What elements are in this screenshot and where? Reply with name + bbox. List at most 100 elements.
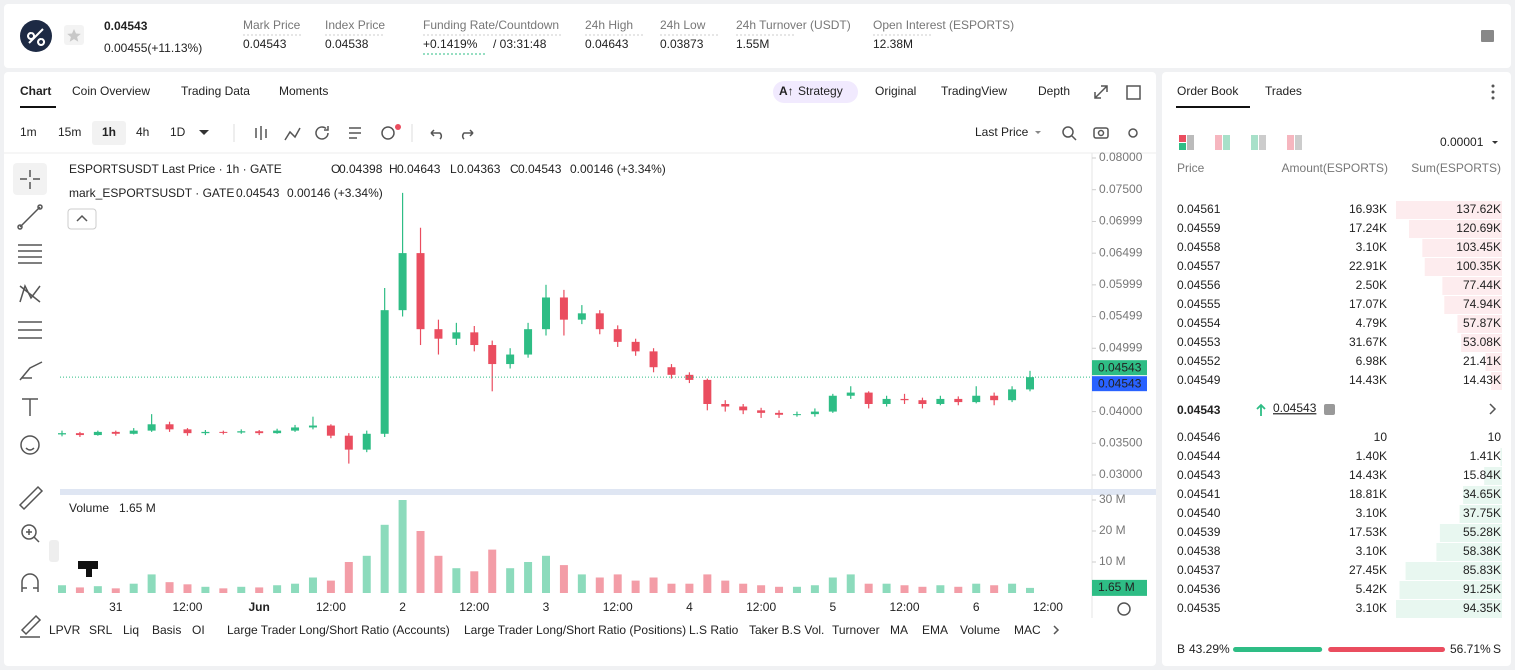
indicator[interactable]: MACD — [1014, 623, 1050, 637]
interval-dropdown[interactable] — [199, 130, 209, 135]
candle-body — [828, 395, 837, 412]
x-tick-label: 12:00 — [746, 600, 776, 614]
price-source-dropdown[interactable] — [1035, 131, 1041, 134]
ratio-buy-tag: B — [1177, 642, 1185, 656]
legend-ohlc: 0.04398 — [339, 162, 383, 176]
x-tick-label: 12:00 — [316, 600, 346, 614]
chart-tab[interactable]: Moments — [279, 84, 328, 98]
candle-body — [237, 431, 246, 433]
book-sum: 103.45K — [1456, 240, 1501, 254]
indicator[interactable]: Large Trader Long/Short Ratio (Positions… — [464, 623, 686, 637]
indicator[interactable]: OI — [192, 623, 205, 637]
depth-bar — [1484, 467, 1502, 485]
price-source[interactable]: Last Price — [975, 125, 1029, 139]
last-price-badge — [1092, 360, 1147, 376]
indicator[interactable]: Large Trader Long/Short Ratio (Accounts) — [227, 623, 450, 637]
interval[interactable]: 1h — [102, 125, 116, 139]
book-tab[interactable]: Trades — [1265, 84, 1302, 98]
x-tick-label: 12:00 — [603, 600, 633, 614]
y2-tick-label: 10 M — [1099, 554, 1126, 568]
indicator[interactable]: Taker B.S Vol. — [749, 623, 824, 637]
chart-tab[interactable]: Coin Overview — [72, 84, 150, 98]
toolbar-collapse[interactable] — [49, 540, 59, 562]
drawing-tools[interactable] — [17, 170, 44, 638]
interval[interactable]: 1D — [170, 125, 186, 139]
pane-separator[interactable] — [60, 489, 1156, 495]
depth-bar — [1442, 277, 1502, 295]
indicator[interactable]: SRL — [89, 623, 113, 637]
indicator[interactable]: Basis — [152, 623, 181, 637]
legend-collapse[interactable] — [67, 208, 97, 230]
volume-bar — [739, 583, 748, 593]
book-price: 0.04546 — [1177, 430, 1221, 444]
candle-body — [846, 392, 855, 396]
book-tab-underline — [1176, 106, 1250, 108]
chart-tab[interactable]: Chart — [20, 84, 51, 98]
indicator[interactable]: Turnover — [832, 623, 880, 637]
book-expand[interactable] — [1489, 403, 1497, 415]
candle-body — [721, 403, 730, 407]
book-price: 0.04541 — [1177, 487, 1221, 501]
y-tick-label: 0.03000 — [1099, 467, 1143, 481]
book-tab[interactable]: Order Book — [1177, 84, 1239, 98]
strategy-pill[interactable] — [773, 81, 858, 103]
candle-body — [900, 398, 909, 401]
indicator[interactable]: LPVR — [49, 623, 81, 637]
candle-body — [308, 425, 317, 428]
indicator[interactable]: Liq — [123, 623, 139, 637]
book-sum: 85.83K — [1463, 563, 1501, 577]
view-tab[interactable]: Depth — [1038, 84, 1070, 98]
indicator[interactable]: L.S Ratio — [689, 623, 739, 637]
precision-dropdown[interactable] — [1492, 141, 1498, 144]
book-layout-icons[interactable] — [1179, 135, 1302, 150]
header-menu-icon[interactable] — [1481, 30, 1494, 42]
x-tick-label: 12:00 — [890, 600, 920, 614]
interval[interactable]: 1m — [20, 125, 37, 139]
book-sum: 120.69K — [1456, 221, 1501, 235]
stat-label: Index Price — [325, 18, 385, 32]
indicator[interactable]: MA — [890, 623, 908, 637]
book-menu[interactable] — [1491, 84, 1495, 100]
candle-body — [380, 310, 389, 434]
volume-bar — [75, 587, 84, 593]
interval[interactable]: 15m — [58, 125, 81, 139]
stat-label: Open Interest (ESPORTS) — [873, 18, 1014, 32]
book-amount: 4.79K — [1356, 316, 1387, 330]
indicator[interactable]: EMA — [922, 623, 948, 637]
tradingview-logo — [78, 561, 98, 577]
expand-icon[interactable] — [1094, 85, 1108, 99]
precision[interactable]: 0.00001 — [1440, 135, 1484, 149]
indicators-next[interactable] — [1053, 625, 1060, 635]
interval[interactable]: 4h — [136, 125, 149, 139]
book-amount: 17.24K — [1349, 221, 1387, 235]
stat-value: 0.04543 — [243, 37, 287, 51]
ratio-buy-bar — [1233, 647, 1323, 652]
y-tick-label: 0.06999 — [1099, 214, 1143, 228]
stat-value: 0.04643 — [585, 37, 629, 51]
candle-body — [954, 398, 963, 403]
volume-bar — [93, 586, 102, 593]
book-amount: 2.50K — [1356, 278, 1387, 292]
book-price: 0.04539 — [1177, 525, 1221, 539]
toolbar-icons[interactable] — [255, 126, 1138, 141]
view-tab[interactable]: Strategy — [798, 84, 843, 98]
candle-body — [434, 329, 443, 339]
candle-body — [201, 431, 210, 434]
chart-tab[interactable]: Trading Data — [181, 84, 250, 98]
volume-bar — [291, 583, 300, 593]
book-mark-price: 0.04543 — [1273, 401, 1317, 415]
book-price: 0.04540 — [1177, 506, 1221, 520]
legend-ohlc: H — [389, 162, 398, 176]
indicator[interactable]: Volume — [960, 623, 1000, 637]
volume-bar — [470, 571, 479, 593]
settings-icon[interactable] — [1117, 602, 1131, 616]
candle-body — [362, 433, 371, 450]
y-tick-label: 0.03500 — [1099, 435, 1143, 449]
book-sum: 55.28K — [1463, 525, 1501, 539]
window-icon[interactable] — [1126, 85, 1141, 100]
volume-bar — [201, 586, 210, 593]
view-tab[interactable]: Original — [875, 84, 916, 98]
view-tab[interactable]: TradingView — [941, 84, 1007, 98]
price-change: 0.00455(+11.13%) — [104, 41, 202, 55]
